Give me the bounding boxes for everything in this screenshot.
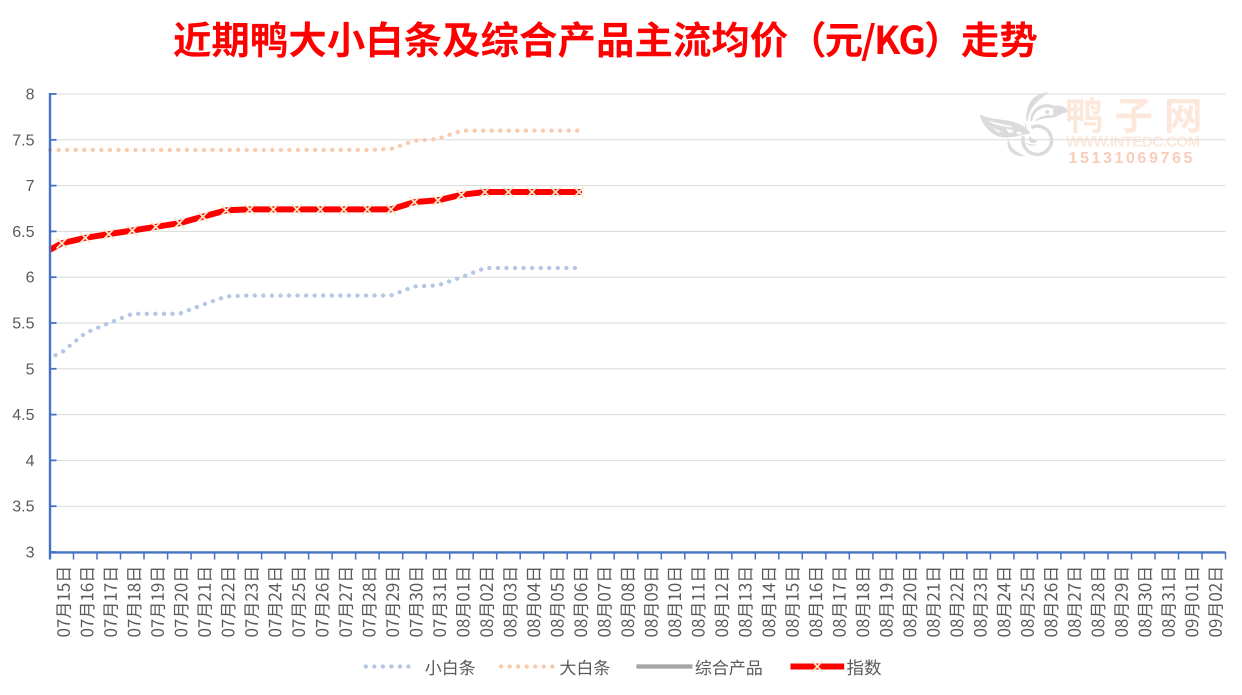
svg-text:3.5: 3.5 xyxy=(12,499,34,516)
svg-text:WWW.INTEDC.COM: WWW.INTEDC.COM xyxy=(1066,133,1199,150)
svg-text:5: 5 xyxy=(26,361,35,378)
svg-text:7: 7 xyxy=(26,178,35,195)
svg-text:3: 3 xyxy=(26,545,35,562)
svg-text:7.5: 7.5 xyxy=(12,132,34,149)
svg-text:5.5: 5.5 xyxy=(12,316,34,333)
svg-text:6.5: 6.5 xyxy=(12,224,34,241)
svg-text:6: 6 xyxy=(26,270,35,287)
svg-text:15131069765: 15131069765 xyxy=(1069,150,1195,167)
svg-text:8: 8 xyxy=(26,87,35,104)
svg-text:4: 4 xyxy=(26,453,35,470)
svg-text:4.5: 4.5 xyxy=(12,407,34,424)
